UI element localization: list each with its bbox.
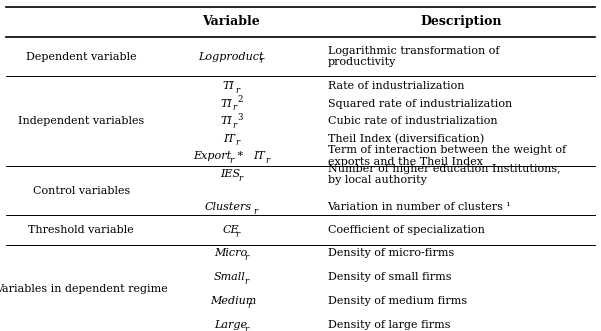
Text: TI: TI (221, 99, 232, 109)
Text: Logproduct: Logproduct (198, 52, 264, 62)
Text: Term of interaction between the weight of
exports and the Theil Index: Term of interaction between the weight o… (328, 145, 566, 167)
Text: Threshold variable: Threshold variable (28, 225, 134, 235)
Text: Clusters: Clusters (204, 202, 252, 212)
Text: Squared rate of industrialization: Squared rate of industrialization (328, 99, 512, 109)
Text: TI: TI (223, 81, 234, 91)
Text: Variation in number of clusters ¹: Variation in number of clusters ¹ (328, 202, 511, 212)
Text: r: r (260, 56, 264, 66)
Text: Micro: Micro (214, 248, 247, 258)
Text: Small: Small (214, 272, 245, 282)
Text: Number of higher education Institutions,
by local authority: Number of higher education Institutions,… (328, 164, 560, 185)
Text: r: r (230, 156, 234, 165)
Text: Density of medium firms: Density of medium firms (328, 296, 466, 306)
Text: Density of large firms: Density of large firms (328, 320, 450, 330)
Text: Cubic rate of industrialization: Cubic rate of industrialization (328, 116, 497, 126)
Text: Coefficient of specialization: Coefficient of specialization (328, 225, 484, 235)
Text: Density of small firms: Density of small firms (328, 272, 451, 282)
Text: TI: TI (221, 116, 232, 126)
Text: r: r (254, 207, 258, 216)
Text: Variables in dependent regime: Variables in dependent regime (0, 284, 168, 294)
Text: Export: Export (193, 151, 231, 161)
Text: Variable: Variable (203, 15, 260, 28)
Text: Rate of industrialization: Rate of industrialization (328, 81, 464, 91)
Text: r: r (235, 138, 239, 148)
Text: CE: CE (223, 225, 240, 235)
Text: r: r (238, 174, 242, 183)
Text: Density of micro-firms: Density of micro-firms (328, 248, 454, 258)
Text: Description: Description (421, 15, 502, 28)
Text: Large: Large (214, 320, 247, 330)
Text: 3: 3 (237, 113, 243, 122)
Text: IT: IT (253, 151, 264, 161)
Text: r: r (244, 253, 248, 262)
Text: Theil Index (diversification): Theil Index (diversification) (328, 133, 484, 144)
Text: r: r (235, 230, 239, 239)
Text: r: r (244, 277, 248, 286)
Text: IT: IT (223, 134, 234, 144)
Text: r: r (265, 156, 269, 165)
Text: r: r (233, 121, 237, 130)
Text: Dependent variable: Dependent variable (26, 52, 136, 62)
Text: Independent variables: Independent variables (18, 116, 144, 126)
Text: Control variables: Control variables (32, 186, 130, 196)
Text: r: r (233, 103, 237, 113)
Text: IES: IES (220, 169, 240, 179)
Text: r: r (244, 325, 248, 331)
Text: r: r (235, 86, 239, 95)
Text: 2: 2 (237, 95, 243, 104)
Text: r: r (248, 301, 251, 310)
Text: *: * (234, 151, 247, 161)
Text: Medium: Medium (211, 296, 257, 306)
Text: Logarithmic transformation of
productivity: Logarithmic transformation of productivi… (328, 46, 499, 68)
